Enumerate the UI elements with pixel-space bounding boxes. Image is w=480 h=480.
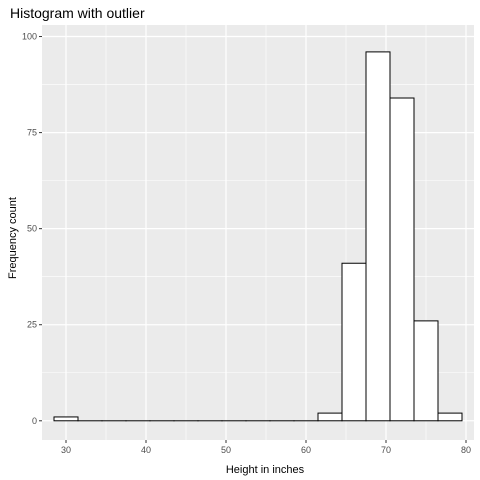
y-tick-label: 100 [22,32,37,42]
x-tick-label: 50 [221,445,231,455]
x-tick-label: 40 [141,445,151,455]
y-tick-label: 50 [27,224,37,234]
x-tick-label: 30 [61,445,71,455]
histogram-bar [437,412,463,422]
x-tick-label: 80 [461,445,471,455]
x-axis-title: Height in inches [226,464,305,476]
x-tick-label: 60 [301,445,311,455]
histogram-bar [341,262,367,422]
histogram-bar [317,412,343,422]
chart-title: Histogram with outlier [10,5,145,21]
axis-ticks [39,36,467,443]
histogram-bars [53,51,463,422]
axis-tick-labels: 30 40 50 60 70 80 0 25 50 75 100 [22,32,471,455]
y-axis-title: Frequency count [7,197,19,279]
y-tick-label: 75 [27,128,37,138]
x-tick-label: 70 [381,445,391,455]
histogram-bar [389,97,415,422]
y-tick-label: 25 [27,320,37,330]
histogram-bar [365,51,391,422]
histogram-bar [53,416,79,422]
y-tick-label: 0 [32,416,37,426]
histogram-bar [413,320,439,422]
